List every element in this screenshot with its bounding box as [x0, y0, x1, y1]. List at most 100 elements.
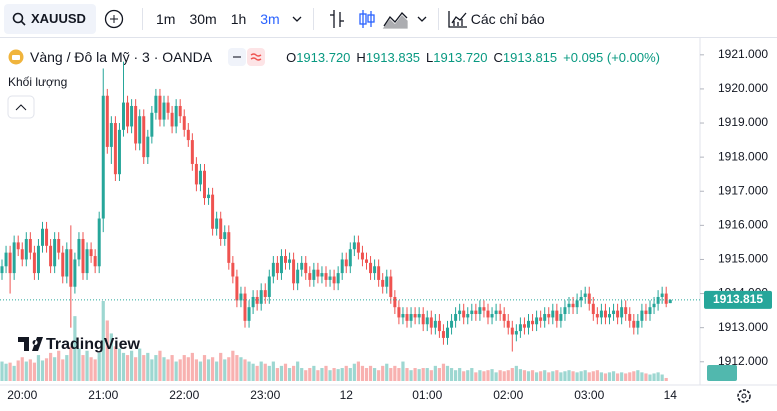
- volume-bar: [198, 361, 203, 381]
- x-tick-label: 01:00: [412, 388, 442, 402]
- candle-body: [425, 317, 429, 325]
- candle-body: [215, 218, 219, 229]
- ohlc-value: 1913.815: [502, 49, 558, 65]
- symbol-search[interactable]: XAUUSD: [4, 3, 96, 34]
- candle-body: [32, 252, 36, 274]
- candle-body: [150, 112, 154, 137]
- settings-icon[interactable]: [737, 389, 751, 403]
- candle-body: [324, 273, 328, 280]
- candle-body: [441, 331, 445, 338]
- candle-body: [178, 105, 182, 117]
- candle-body: [510, 327, 514, 335]
- volume-bar: [97, 352, 101, 381]
- chart-style-buttons[interactable]: [320, 7, 432, 31]
- volume-bar: [535, 372, 539, 381]
- candle-body: [518, 324, 522, 332]
- volume-bar: [636, 370, 640, 381]
- ohlc-value: 1913.720: [296, 49, 351, 65]
- volume-bar: [215, 361, 219, 381]
- candle-body: [117, 129, 121, 175]
- candle-body: [61, 252, 65, 277]
- interval[interactable]: 30m: [189, 10, 217, 27]
- volume-bar: [158, 350, 162, 381]
- volume-bar: [385, 363, 389, 381]
- y-tick-label: 1916.000: [718, 218, 768, 232]
- y-tick-label: 1921.000: [718, 47, 768, 61]
- interval-menu[interactable]: [287, 9, 307, 29]
- candle-body: [579, 296, 583, 301]
- candle-body: [360, 252, 364, 260]
- candle-body: [373, 266, 377, 274]
- candle-body: [506, 320, 510, 328]
- interval[interactable]: 1m: [156, 10, 176, 27]
- candle-body: [300, 262, 304, 270]
- volume-bar: [65, 355, 69, 381]
- interval[interactable]: 1h: [230, 10, 247, 27]
- legend: Vàng / Đô la Mỹ · 3 · OANDA O 1913.720 H 19…: [6, 47, 666, 67]
- indicators[interactable]: Các chỉ báo: [470, 10, 545, 27]
- volume-bar: [441, 363, 446, 381]
- volume-bar: [312, 365, 316, 381]
- volume-bar: [587, 372, 591, 381]
- volume-bar: [409, 370, 413, 381]
- volume-bar: [530, 370, 535, 381]
- volume-bar: [640, 372, 644, 381]
- interval[interactable]: 3m: [260, 10, 280, 27]
- candle-body: [138, 116, 142, 144]
- candle-body: [559, 314, 563, 321]
- candle-body: [89, 249, 93, 257]
- candle-body: [381, 279, 385, 287]
- candle-body: [527, 320, 530, 328]
- candle-body: [344, 259, 348, 267]
- candle-body: [664, 293, 668, 304]
- volume-bar: [308, 368, 312, 381]
- candle-body: [437, 320, 441, 332]
- volume-bar: [482, 371, 486, 381]
- candle-body: [486, 310, 490, 318]
- candle-body: [28, 238, 32, 253]
- volume-bar: [429, 370, 433, 381]
- legend-buttons[interactable]: [228, 47, 280, 67]
- candle-body: [587, 293, 591, 304]
- candle-body: [640, 310, 644, 321]
- add-symbol[interactable]: [96, 4, 136, 34]
- volume-bar: [166, 359, 170, 381]
- candle-body: [279, 256, 283, 274]
- volume-bar: [194, 359, 198, 381]
- symbol: XAUUSD: [31, 11, 86, 26]
- volume-bar: [69, 346, 73, 381]
- volume-bar: [547, 372, 551, 381]
- volume-bar: [44, 358, 49, 381]
- ohlc-key: C: [493, 49, 503, 65]
- volume-bar: [239, 357, 243, 381]
- candle-body: [16, 242, 20, 250]
- candle-body: [591, 303, 595, 315]
- candle-body: [502, 314, 506, 321]
- candle-body: [0, 266, 4, 274]
- candle-body: [547, 314, 551, 318]
- candle-body: [126, 102, 130, 127]
- volume-bar: [300, 368, 304, 381]
- candle-body: [223, 232, 227, 239]
- volume-bar: [324, 365, 328, 381]
- candle-body: [130, 105, 134, 127]
- candle-body: [450, 320, 454, 328]
- candle-body: [599, 310, 603, 318]
- volume-bar: [146, 352, 150, 381]
- candle-body: [644, 310, 648, 315]
- candle-body: [409, 314, 413, 321]
- volume-bar: [190, 352, 194, 381]
- volume-bar: [498, 370, 502, 381]
- collapse-button[interactable]: [7, 95, 35, 119]
- candle-body: [24, 238, 28, 260]
- volume-bar: [336, 369, 340, 381]
- volume-bar: [105, 320, 109, 381]
- volume-bar: [656, 372, 660, 381]
- x-tick-label: 21:00: [88, 388, 118, 402]
- candle-body: [8, 252, 12, 274]
- volume-bar: [134, 357, 138, 381]
- volume-bar: [559, 372, 563, 381]
- watermark-logo: [18, 337, 43, 351]
- candle-body: [304, 262, 308, 274]
- volume-bar: [81, 355, 85, 381]
